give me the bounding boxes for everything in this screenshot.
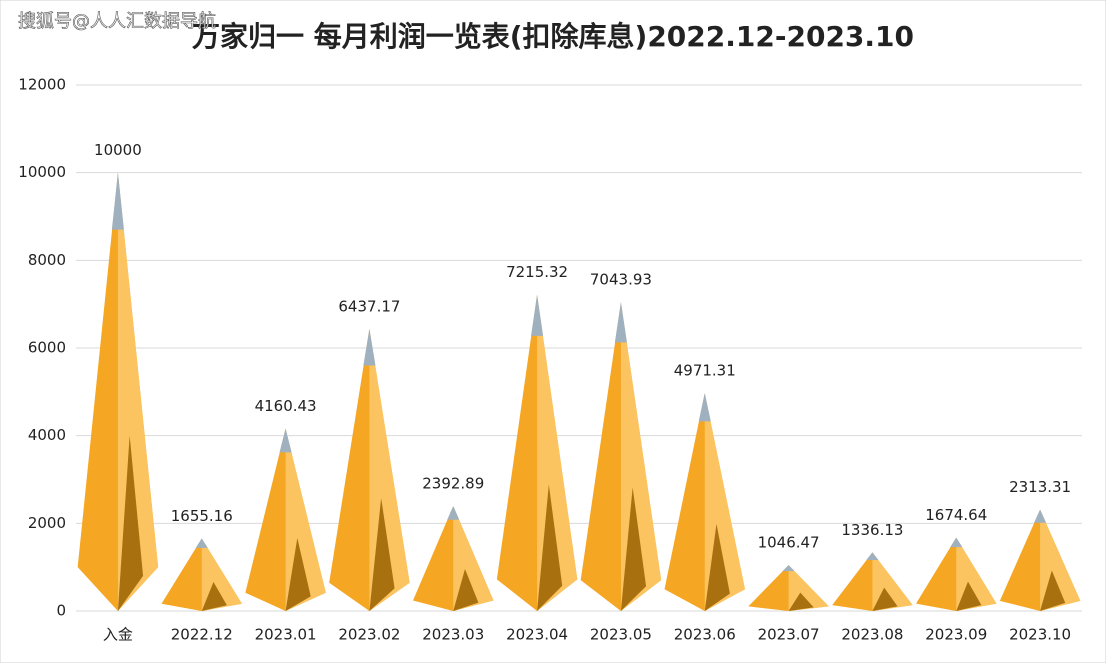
pyramid — [832, 552, 913, 611]
y-tick-label: 8000 — [28, 251, 66, 269]
pyramid — [77, 172, 159, 611]
y-tick-label: 6000 — [28, 339, 66, 357]
value-label: 1655.16 — [171, 507, 233, 525]
watermark: 搜狐号@人人汇数据导航 — [18, 11, 216, 32]
face-dark — [369, 498, 395, 611]
pyramid — [161, 538, 242, 611]
value-label: 7215.32 — [506, 263, 568, 281]
face-dark — [956, 581, 982, 611]
y-tick-label: 4000 — [28, 426, 66, 444]
tip — [614, 302, 627, 343]
value-label: 1674.64 — [925, 506, 987, 524]
value-label: 7043.93 — [590, 271, 652, 289]
pyramid — [916, 537, 997, 611]
value-label: 10000 — [94, 141, 142, 159]
tip — [447, 506, 460, 520]
tip — [363, 328, 376, 366]
x-tick-label: 入金 — [103, 626, 133, 644]
x-tick-label: 2023.03 — [422, 626, 484, 644]
x-tick-label: 2022.12 — [171, 626, 233, 644]
y-tick-label: 0 — [56, 602, 66, 620]
x-tick-label: 2023.08 — [841, 626, 903, 644]
x-tick-label: 2023.09 — [925, 626, 987, 644]
x-tick-label: 2023.02 — [338, 626, 400, 644]
face-dark — [872, 587, 898, 611]
value-label: 1336.13 — [841, 521, 903, 539]
face-dark — [620, 487, 647, 611]
pyramid — [496, 294, 578, 611]
tip — [782, 565, 795, 572]
pyramid — [580, 302, 662, 611]
x-tick-label: 2023.07 — [758, 626, 820, 644]
x-tick-label: 2023.06 — [674, 626, 736, 644]
tip — [531, 294, 544, 336]
tip — [1034, 509, 1047, 523]
pyramid — [664, 393, 745, 611]
face-dark — [285, 538, 311, 611]
x-tick-label: 2023.05 — [590, 626, 652, 644]
tip — [111, 172, 124, 230]
tip — [950, 537, 963, 548]
value-label: 4160.43 — [255, 397, 317, 415]
x-tick-label: 2023.01 — [255, 626, 317, 644]
value-label: 6437.17 — [338, 297, 400, 315]
tip — [279, 428, 292, 453]
x-tick-label: 2023.04 — [506, 626, 568, 644]
value-label: 1046.47 — [758, 534, 820, 552]
value-label: 2313.31 — [1009, 478, 1071, 496]
face-dark — [1040, 570, 1066, 611]
face-dark — [704, 523, 730, 611]
y-tick-label: 12000 — [18, 76, 66, 94]
y-tick-label: 10000 — [18, 163, 66, 181]
face-dark — [117, 435, 144, 611]
pyramid — [245, 428, 326, 611]
face-dark — [537, 484, 563, 611]
pyramid — [413, 506, 494, 611]
chart-title: 万家归一 每月利润一览表(扣除库息)2022.12-2023.10 — [192, 20, 914, 53]
y-tick-label: 2000 — [28, 514, 66, 532]
tip — [195, 538, 208, 548]
face-dark — [788, 592, 814, 611]
pyramid — [329, 328, 410, 611]
face-dark — [453, 569, 479, 611]
pyramid — [748, 565, 829, 611]
value-label: 4971.31 — [674, 362, 736, 380]
tip — [866, 552, 879, 561]
tip — [698, 393, 711, 422]
value-label: 2392.89 — [422, 475, 484, 493]
face-dark — [201, 581, 227, 611]
pyramid — [999, 509, 1081, 611]
x-tick-label: 2023.10 — [1009, 626, 1071, 644]
